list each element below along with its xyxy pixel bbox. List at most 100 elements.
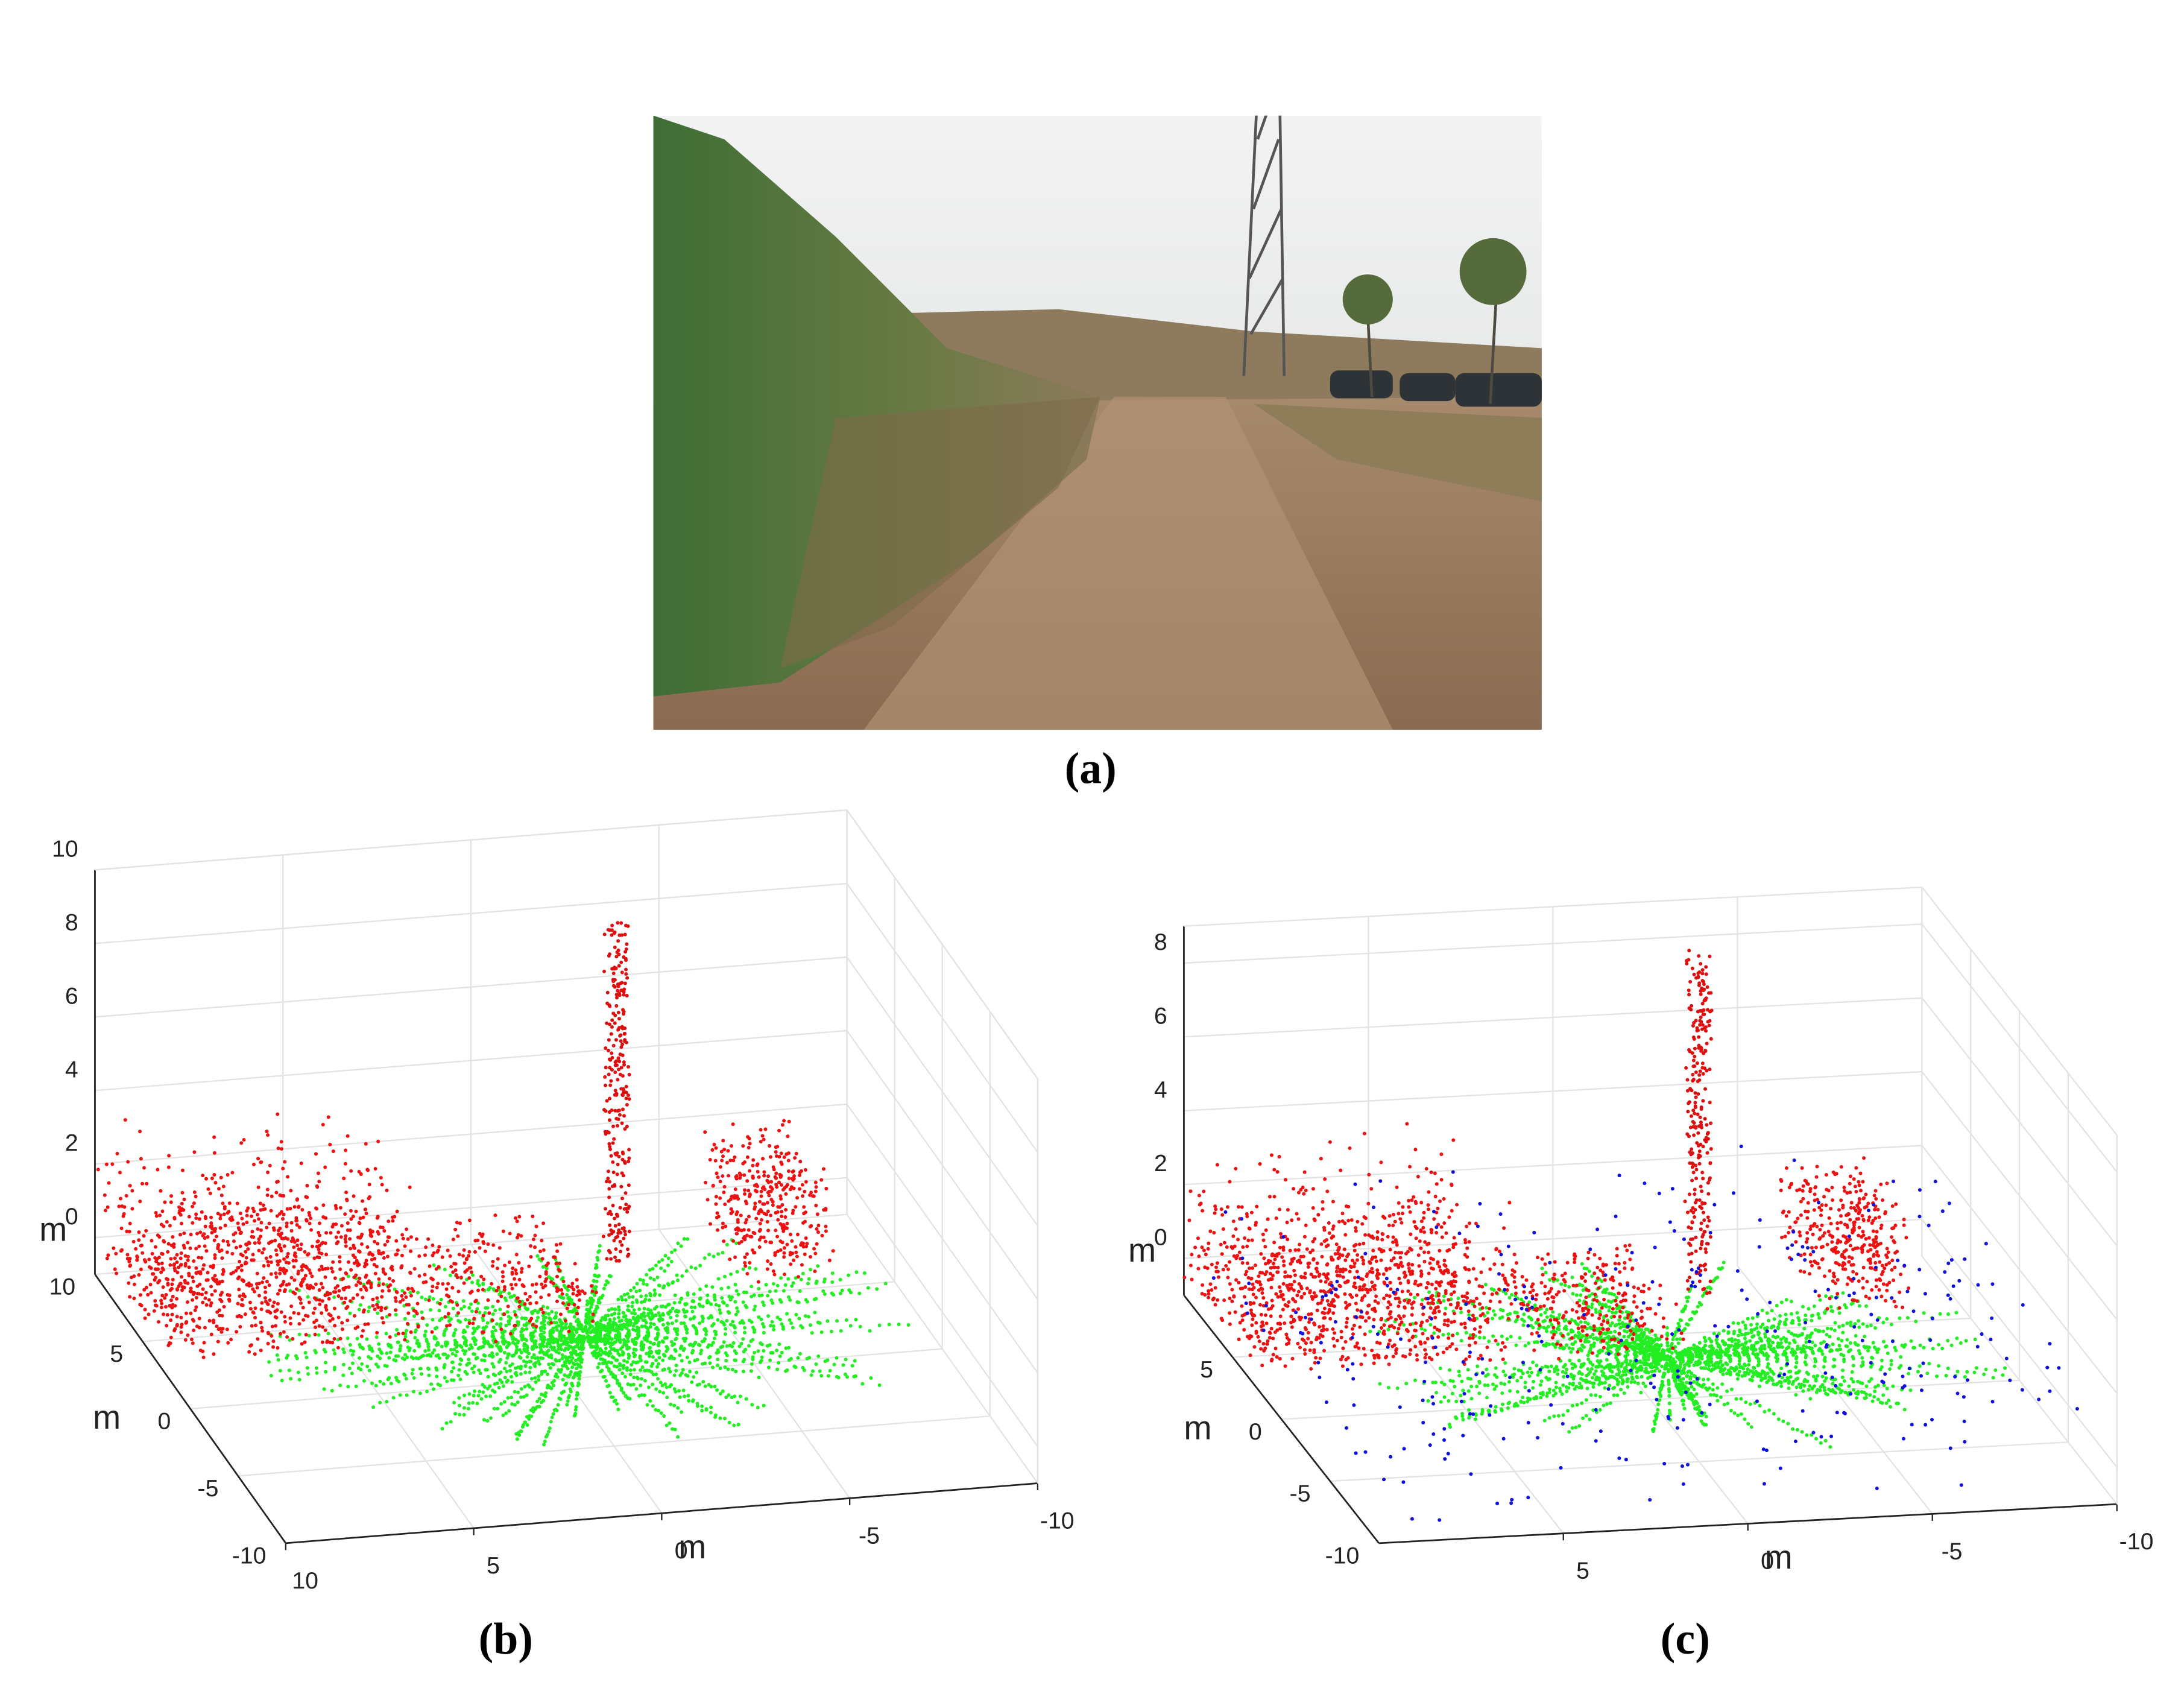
- point: [408, 1291, 412, 1295]
- point: [759, 1189, 763, 1193]
- point: [538, 1249, 543, 1254]
- point: [828, 1368, 832, 1373]
- point: [374, 1383, 378, 1388]
- point: [528, 1359, 532, 1364]
- point: [510, 1362, 514, 1366]
- point: [317, 1333, 321, 1337]
- point: [256, 1337, 260, 1341]
- point: [265, 1130, 269, 1134]
- point: [1653, 1414, 1658, 1418]
- point: [611, 1141, 615, 1145]
- point: [762, 1330, 766, 1335]
- point: [476, 1301, 481, 1305]
- point: [807, 1277, 811, 1281]
- point: [365, 1168, 370, 1172]
- point: [523, 1337, 527, 1341]
- point: [801, 1245, 806, 1249]
- point: [292, 1245, 296, 1250]
- point: [616, 1010, 620, 1014]
- point: [668, 1385, 672, 1389]
- point: [159, 1189, 163, 1193]
- point: [1544, 1271, 1548, 1275]
- point: [635, 1376, 639, 1380]
- point: [671, 1281, 675, 1285]
- z-tick-label: 6: [1154, 1002, 1167, 1029]
- point: [854, 1374, 858, 1378]
- point: [622, 1359, 626, 1363]
- point: [365, 1337, 369, 1341]
- point: [379, 1251, 383, 1256]
- point: [292, 1265, 296, 1269]
- point: [821, 1167, 825, 1171]
- point: [604, 1132, 608, 1136]
- point: [1731, 1321, 1735, 1325]
- point: [703, 1384, 707, 1388]
- point: [520, 1316, 524, 1320]
- point: [250, 1324, 254, 1328]
- point: [153, 1245, 157, 1249]
- point: [618, 1364, 622, 1368]
- point: [504, 1298, 508, 1303]
- point: [590, 1289, 595, 1294]
- point: [1591, 1385, 1595, 1389]
- point: [614, 1092, 619, 1096]
- point: [704, 1407, 709, 1411]
- point: [343, 1212, 347, 1216]
- point: [373, 1239, 377, 1244]
- point: [645, 1283, 649, 1287]
- point: [605, 990, 610, 994]
- point: [682, 1347, 686, 1351]
- point: [547, 1362, 551, 1367]
- point: [716, 1215, 721, 1219]
- point: [557, 1288, 561, 1292]
- point: [394, 1289, 399, 1294]
- point: [464, 1318, 468, 1322]
- point: [680, 1359, 684, 1363]
- point: [612, 1317, 616, 1321]
- point: [375, 1296, 379, 1300]
- point: [342, 1300, 347, 1304]
- point: [1722, 1260, 1726, 1265]
- point: [265, 1309, 270, 1313]
- point: [128, 1183, 132, 1187]
- point: [1640, 1374, 1644, 1379]
- point: [559, 1320, 563, 1324]
- point: [192, 1259, 196, 1263]
- point: [626, 1339, 630, 1343]
- point: [168, 1224, 172, 1228]
- grid-line: [1552, 906, 1749, 1525]
- point: [722, 1323, 727, 1327]
- point: [424, 1338, 429, 1342]
- point: [668, 1370, 672, 1374]
- point: [501, 1229, 505, 1233]
- point: [179, 1330, 183, 1335]
- point: [495, 1266, 499, 1271]
- point: [684, 1373, 688, 1377]
- point: [742, 1290, 746, 1294]
- point: [703, 1361, 707, 1365]
- point: [412, 1266, 417, 1271]
- point: [753, 1201, 757, 1206]
- point: [849, 1291, 853, 1295]
- point: [480, 1330, 484, 1334]
- point: [710, 1365, 715, 1370]
- point: [467, 1250, 472, 1254]
- point: [695, 1370, 699, 1374]
- point: [471, 1401, 475, 1405]
- point: [774, 1211, 778, 1215]
- point: [602, 1351, 606, 1355]
- point: [285, 1221, 289, 1225]
- point: [177, 1205, 181, 1209]
- point: [285, 1255, 289, 1259]
- point: [727, 1393, 731, 1397]
- point: [604, 1316, 608, 1320]
- point: [632, 1368, 636, 1372]
- point: [388, 1313, 392, 1317]
- point: [692, 1292, 696, 1296]
- point: [615, 1124, 619, 1128]
- point: [301, 1318, 306, 1322]
- point: [500, 1270, 505, 1274]
- point: [393, 1296, 397, 1300]
- point: [704, 1180, 708, 1184]
- point: [563, 1383, 567, 1387]
